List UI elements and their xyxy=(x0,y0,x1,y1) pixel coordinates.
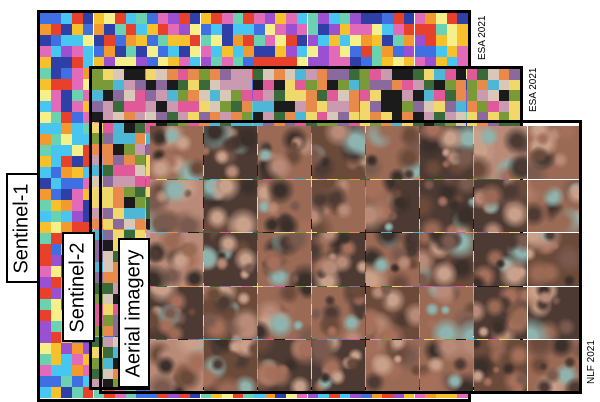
aerial-label-text: Aerial imagery xyxy=(123,249,146,377)
pixel-tile xyxy=(146,69,200,123)
aerial-tile xyxy=(474,180,527,233)
aerial-tile xyxy=(474,340,527,393)
aerial-tile xyxy=(420,233,473,286)
aerial-tile xyxy=(420,340,473,393)
aerial-tile xyxy=(474,233,527,286)
pixel-tile xyxy=(467,69,521,123)
aerial-tile xyxy=(204,340,257,393)
aerial-tile xyxy=(474,287,527,340)
aerial-tile xyxy=(366,126,419,179)
aerial-tile xyxy=(474,126,527,179)
aerial-tile xyxy=(258,126,311,179)
pixel-tile xyxy=(253,69,307,123)
aerial-tile xyxy=(528,233,581,286)
pixel-tile xyxy=(40,68,94,123)
aerial-tile xyxy=(528,180,581,233)
aerial-tile xyxy=(204,287,257,340)
aerial-credit: NLF 2021 xyxy=(586,340,597,384)
aerial-tile xyxy=(150,233,203,286)
pixel-tile xyxy=(199,69,253,123)
sentinel2-label-text: Sentinel-2 xyxy=(67,242,90,332)
pixel-tile xyxy=(308,13,362,68)
aerial-tile xyxy=(258,233,311,286)
aerial-tile xyxy=(258,340,311,393)
pixel-tile xyxy=(94,13,148,68)
aerial-tile xyxy=(312,233,365,286)
sentinel1-label-text: Sentinel-1 xyxy=(11,183,34,273)
aerial-tile xyxy=(366,233,419,286)
aerial-tile xyxy=(204,126,257,179)
sentinel2-label: Sentinel-2 xyxy=(62,232,95,342)
pixel-tile xyxy=(415,13,469,68)
pixel-tile xyxy=(254,13,308,68)
pixel-tile xyxy=(40,123,94,178)
aerial-tile xyxy=(420,126,473,179)
aerial-tile xyxy=(204,233,257,286)
aerial-tile xyxy=(150,180,203,233)
aerial-tile xyxy=(150,287,203,340)
pixel-tile xyxy=(40,13,94,68)
aerial-tile xyxy=(312,126,365,179)
pixel-tile xyxy=(360,69,414,123)
pixel-tile xyxy=(201,13,255,68)
aerial-layer xyxy=(99,120,582,394)
sentinel1-label: Sentinel-1 xyxy=(6,173,39,283)
aerial-tile xyxy=(258,180,311,233)
aerial-tile xyxy=(258,287,311,340)
pixel-tile xyxy=(413,69,467,123)
aerial-tile xyxy=(204,180,257,233)
pixel-tile xyxy=(361,13,415,68)
aerial-tile xyxy=(366,287,419,340)
pixel-tile xyxy=(92,69,146,123)
aerial-tile xyxy=(150,126,203,179)
pixel-tile xyxy=(40,343,94,398)
aerial-tile xyxy=(420,180,473,233)
pixel-tile xyxy=(147,13,201,68)
aerial-tile xyxy=(528,287,581,340)
aerial-tile xyxy=(528,126,581,179)
aerial-tile xyxy=(312,340,365,393)
aerial-tile-grid xyxy=(150,126,581,393)
aerial-tile xyxy=(366,340,419,393)
sentinel1-credit: ESA 2021 xyxy=(477,16,488,60)
aerial-tile xyxy=(150,340,203,393)
aerial-tile xyxy=(312,287,365,340)
aerial-tile xyxy=(366,180,419,233)
pixel-tile xyxy=(306,69,360,123)
aerial-tile xyxy=(420,287,473,340)
aerial-tile xyxy=(528,340,581,393)
aerial-tile xyxy=(312,180,365,233)
pixel-tile xyxy=(40,178,94,233)
sentinel2-credit: ESA 2021 xyxy=(528,68,539,112)
aerial-label: Aerial imagery xyxy=(118,238,150,388)
